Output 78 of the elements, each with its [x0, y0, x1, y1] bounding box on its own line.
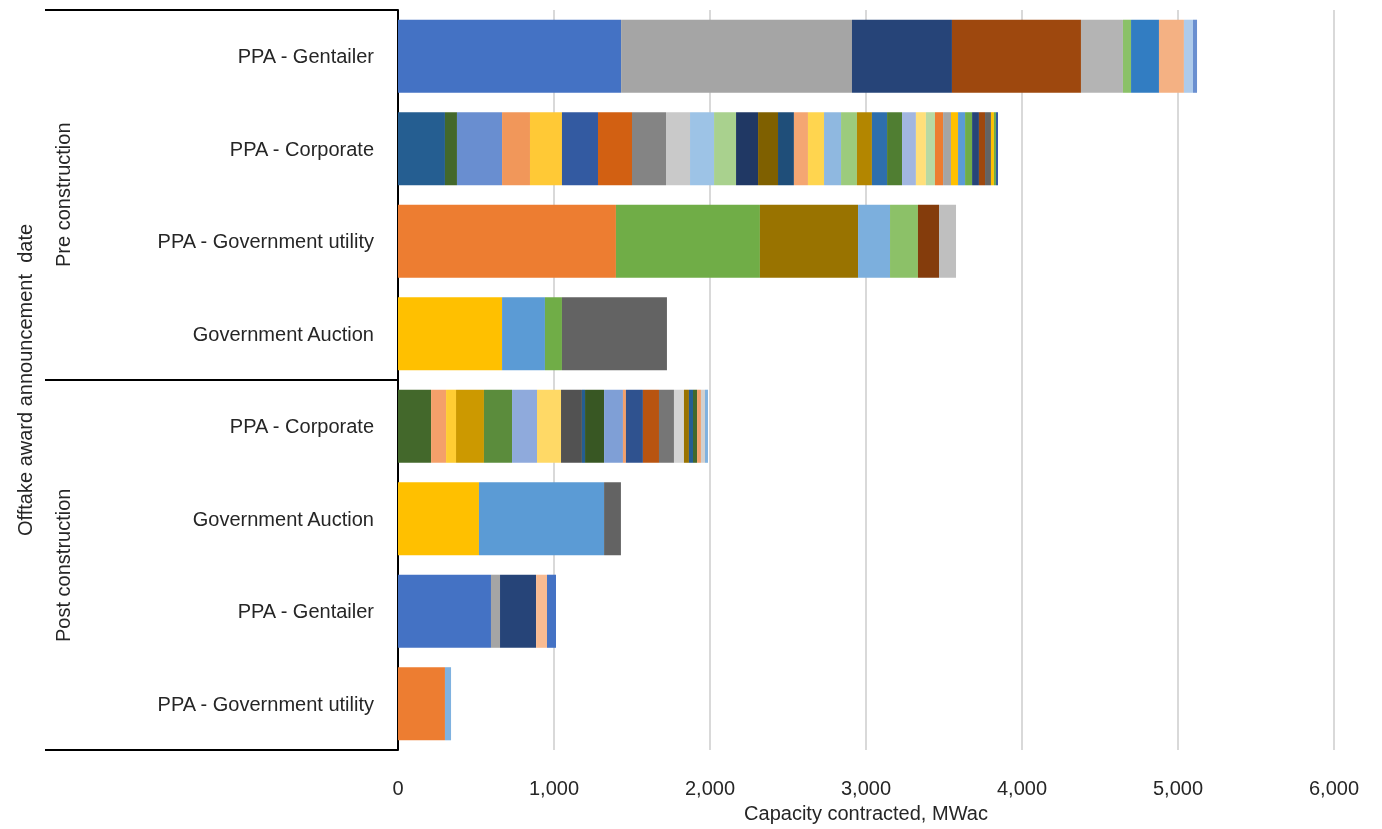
bar: [1192, 19, 1198, 93]
y-tick-label: Government Auction: [192, 507, 374, 530]
bar: [841, 112, 857, 186]
x-tick-label: 2,000: [684, 777, 736, 799]
bar: [446, 389, 457, 463]
bar: [561, 389, 582, 463]
bar: [597, 112, 632, 186]
bar: [736, 112, 759, 186]
bar: [978, 112, 986, 186]
bar: [1080, 19, 1123, 93]
bar: [1122, 19, 1132, 93]
bar: [500, 574, 537, 648]
y-tick-label: PPA - Government utility: [157, 692, 374, 715]
bar: [985, 112, 991, 186]
bar: [856, 112, 872, 186]
bar: [642, 389, 659, 463]
bar: [666, 112, 691, 186]
x-tick-label: 0: [392, 777, 404, 799]
bar: [793, 112, 808, 186]
bar: [758, 112, 779, 186]
text: Offtake award announcement date: [13, 222, 37, 539]
bar: [632, 112, 667, 186]
y-tick-label: PPA - Corporate: [229, 137, 374, 160]
bar: [456, 112, 503, 186]
x-tick-label: 6,000: [1308, 777, 1360, 799]
bar: [714, 112, 737, 186]
bar: [943, 112, 952, 186]
y-tick-label: PPA - Government utility: [157, 230, 374, 253]
bar: [456, 389, 484, 463]
bar: [1183, 19, 1193, 93]
bar: [902, 112, 916, 186]
y-tick-label: PPA - Gentailer: [237, 45, 375, 68]
bar: [693, 389, 698, 463]
text: Post construction: [51, 487, 75, 644]
y-tick-label: PPA - Gentailer: [237, 600, 375, 623]
bar: [939, 204, 957, 278]
bar: [625, 389, 643, 463]
bar: [502, 112, 530, 186]
y-tick-label: PPA - Corporate: [229, 415, 374, 438]
bar: [934, 112, 944, 186]
bar: [683, 389, 689, 463]
bar: [529, 112, 562, 186]
x-tick-label: 3,000: [840, 777, 892, 799]
bar: [585, 389, 605, 463]
bar: [778, 112, 794, 186]
bar: [561, 112, 598, 186]
bar: [915, 112, 926, 186]
bar: [690, 112, 715, 186]
bar: [951, 112, 959, 186]
bar: [858, 204, 891, 278]
bar: [1158, 19, 1184, 93]
bar: [537, 389, 562, 463]
bar: [824, 112, 842, 186]
bar: [917, 204, 940, 278]
bar: [851, 19, 952, 93]
bar: [1131, 19, 1159, 93]
bar: [890, 204, 918, 278]
x-tick-label: 4,000: [996, 777, 1048, 799]
bar: [958, 112, 966, 186]
bar: [807, 112, 825, 186]
bar: [925, 112, 935, 186]
bar: [512, 389, 537, 463]
y-tick-label: Government Auction: [192, 322, 374, 345]
bar: [483, 389, 513, 463]
x-tick-label: 5,000: [1152, 777, 1204, 799]
text: Pre construction: [51, 121, 75, 270]
bar: [871, 112, 888, 186]
x-tick-label: 1,000: [528, 777, 580, 799]
bar: [658, 389, 674, 463]
bar: [536, 574, 547, 648]
x-axis-title: Capacity contracted, MWac: [744, 801, 988, 824]
bar: [700, 389, 706, 463]
bar: [673, 389, 684, 463]
bar: [965, 112, 973, 186]
bar: [604, 389, 623, 463]
bar: [887, 112, 903, 186]
bar: [972, 112, 979, 186]
bar: [705, 389, 708, 463]
